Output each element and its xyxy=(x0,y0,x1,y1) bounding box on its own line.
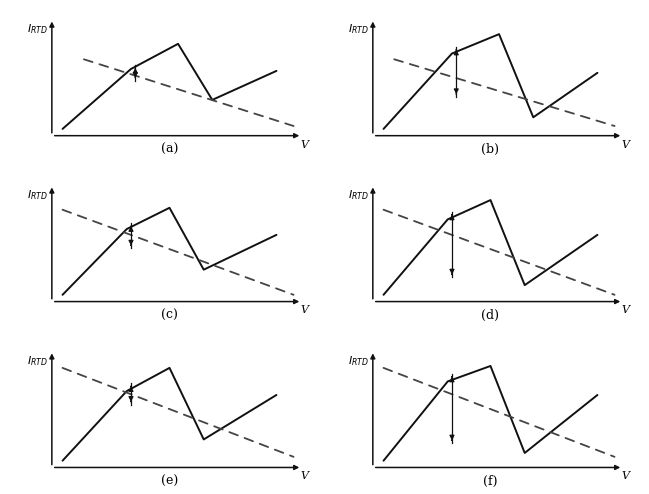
Text: V: V xyxy=(300,305,308,316)
Text: $I_{RTD}$: $I_{RTD}$ xyxy=(347,354,369,368)
Text: $I_{RTD}$: $I_{RTD}$ xyxy=(27,23,47,37)
Text: V: V xyxy=(621,471,630,481)
Text: (b): (b) xyxy=(482,143,500,157)
Text: V: V xyxy=(300,139,308,150)
Text: V: V xyxy=(621,139,630,150)
Text: V: V xyxy=(621,305,630,316)
Text: $I_{RTD}$: $I_{RTD}$ xyxy=(27,354,47,368)
Text: $I_{RTD}$: $I_{RTD}$ xyxy=(347,23,369,37)
Text: (a): (a) xyxy=(161,143,178,157)
Text: $I_{RTD}$: $I_{RTD}$ xyxy=(347,188,369,202)
Text: (e): (e) xyxy=(161,475,178,488)
Text: V: V xyxy=(300,471,308,481)
Text: (f): (f) xyxy=(484,475,498,488)
Text: $I_{RTD}$: $I_{RTD}$ xyxy=(27,188,47,202)
Text: (d): (d) xyxy=(482,309,500,322)
Text: (c): (c) xyxy=(161,309,178,322)
